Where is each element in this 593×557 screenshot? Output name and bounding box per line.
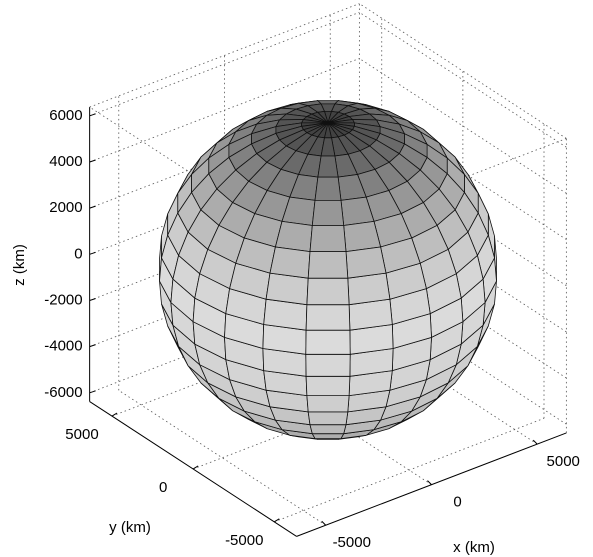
sphere-face <box>348 273 390 305</box>
y-axis-label: y (km) <box>109 519 151 536</box>
tick-mark <box>90 298 96 300</box>
sphere-face <box>308 412 348 425</box>
sphere-face <box>306 330 350 354</box>
tick-mark <box>322 521 326 525</box>
tick-mark <box>90 160 96 162</box>
sphere-face <box>312 434 343 439</box>
y-tick-label: 0 <box>159 479 167 496</box>
sphere-face <box>346 247 386 278</box>
z-tick-label: -4000 <box>44 338 82 355</box>
sphere-face <box>270 247 310 278</box>
sphere-face <box>266 273 308 305</box>
z-tick-label: 6000 <box>49 107 82 124</box>
sphere-face <box>310 425 346 434</box>
tick-mark <box>90 206 96 208</box>
sphere-face <box>308 252 348 279</box>
chart: -6000 -4000 -2000 0 2000 4000 6000 -5000 0 5000 -5… <box>0 0 593 557</box>
z-tick-label: 4000 <box>49 153 82 170</box>
tick-mark <box>533 440 537 444</box>
sphere-face <box>306 354 350 376</box>
x-axis-label: x (km) <box>453 539 495 556</box>
sphere-face <box>307 396 349 412</box>
z-axis-label: z (km) <box>11 244 28 286</box>
sphere-face <box>306 376 350 395</box>
tick-mark <box>427 481 431 485</box>
sphere-face <box>318 156 338 177</box>
y-tick-label: 5000 <box>65 426 98 443</box>
sphere-face <box>310 226 346 252</box>
sphere <box>160 101 497 440</box>
sphere-face <box>315 177 341 200</box>
tick-mark <box>90 345 96 347</box>
sphere-face <box>344 221 381 251</box>
box-edge <box>90 4 360 107</box>
sphere-face <box>306 305 350 331</box>
tick-mark <box>90 391 96 393</box>
z-tick-label: -2000 <box>44 291 82 308</box>
tick-mark <box>90 114 96 116</box>
z-tick-label: 2000 <box>49 199 82 216</box>
x-tick-label: 0 <box>453 494 461 511</box>
sphere-face <box>307 278 349 305</box>
x-tick-label: 5000 <box>547 453 580 470</box>
z-tick-label: 0 <box>74 245 82 262</box>
y-tick-label: -5000 <box>225 532 263 549</box>
sphere-face <box>275 221 312 251</box>
x-tick-label: -5000 <box>333 534 371 551</box>
tick-mark <box>90 252 96 254</box>
z-tick-label: -6000 <box>44 384 82 401</box>
sphere-face <box>312 200 343 225</box>
